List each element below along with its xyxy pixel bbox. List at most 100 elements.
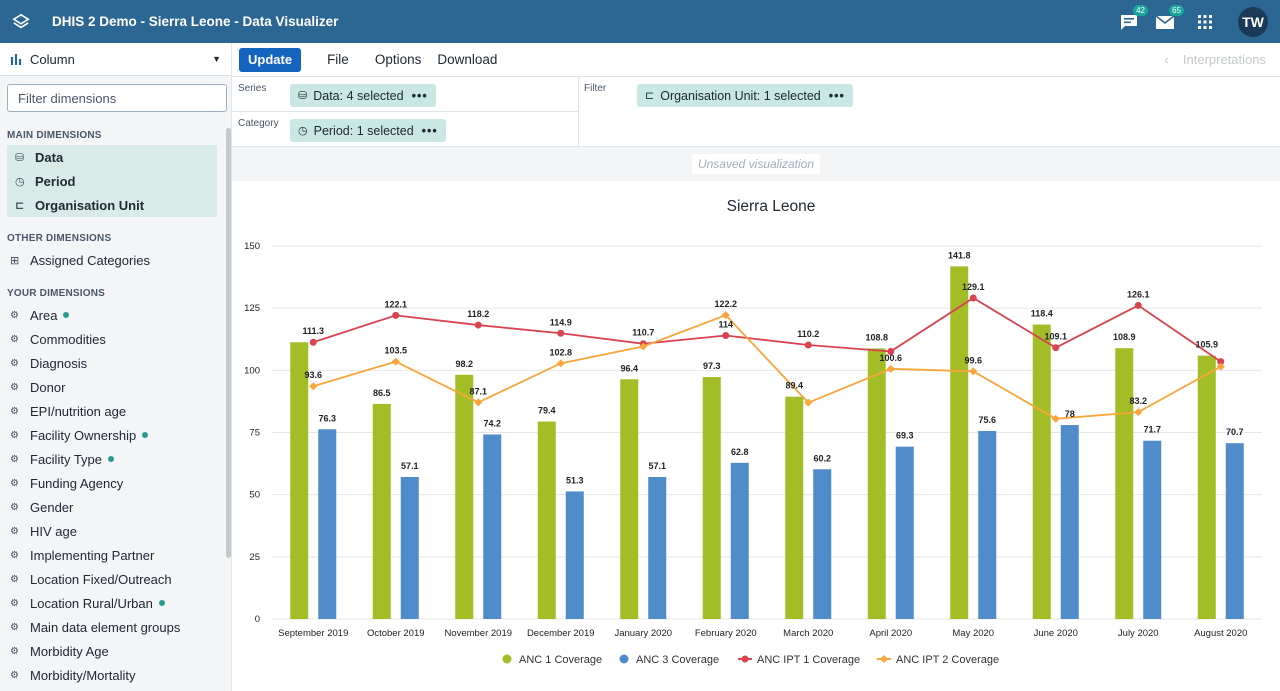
y-tick-label: 150 <box>244 241 260 252</box>
orgunit-chip-label: Organisation Unit: 1 selected <box>660 88 821 103</box>
point-anc-ipt-2-coverage <box>969 367 978 376</box>
visualization-type-selector[interactable]: Column ▼ <box>0 43 231 76</box>
bar-anc-1-coverage <box>785 396 804 619</box>
dhis2-logo-icon[interactable] <box>12 13 30 31</box>
sidebar-item-main-data-element-groups[interactable]: ⚙ Main data element groups <box>0 615 231 639</box>
update-button[interactable]: Update <box>239 47 302 72</box>
x-tick-label: April 2020 <box>869 628 912 639</box>
category-grid-icon: ⊞ <box>10 254 20 267</box>
data-label: 93.6 <box>304 370 322 380</box>
options-menu[interactable]: Options <box>374 52 422 67</box>
sidebar-item-funding-agency[interactable]: ⚙ Funding Agency <box>0 471 231 495</box>
sidebar-item-label: Funding Agency <box>30 475 124 491</box>
legend-item-anc-3-coverage[interactable]: ANC 3 Coverage <box>619 654 720 666</box>
data-label: 57.1 <box>401 461 419 471</box>
data-chip[interactable]: ⛁ Data: 4 selected ••• <box>290 84 436 107</box>
data-label: 100.6 <box>879 353 902 363</box>
sidebar-item-period[interactable]: ◷ Period <box>7 169 217 193</box>
bar-anc-1-coverage <box>1115 348 1134 619</box>
data-label: 105.9 <box>1195 340 1218 350</box>
point-anc-ipt-2-coverage <box>1051 414 1060 423</box>
sidebar-item-label: Main data element groups <box>30 619 181 635</box>
other-dimensions-header: OTHER DIMENSIONS <box>7 233 112 244</box>
x-tick-label: January 2020 <box>614 628 672 639</box>
sidebar-item-implementing-partner[interactable]: ⚙ Implementing Partner <box>0 543 231 567</box>
sidebar-item-diagnosis[interactable]: ⚙ Diagnosis <box>0 351 231 375</box>
point-anc-ipt-1-coverage <box>1217 358 1225 366</box>
more-icon[interactable]: ••• <box>421 123 438 138</box>
sidebar-item-label: Location Rural/Urban <box>30 595 153 611</box>
sidebar-scrollbar[interactable] <box>226 128 231 558</box>
sidebar-item-commodities[interactable]: ⚙ Commodities <box>0 327 231 351</box>
sidebar-item-label: Location Fixed/Outreach <box>30 571 172 587</box>
period-chip[interactable]: ◷ Period: 1 selected ••• <box>290 119 446 142</box>
sidebar-item-epi-nutrition-age[interactable]: ⚙ EPI/nutrition age <box>0 399 231 423</box>
point-anc-ipt-1-coverage <box>887 347 895 355</box>
more-icon[interactable]: ••• <box>411 88 428 103</box>
sidebar-item-morbidity-mortality[interactable]: ⚙ Morbidity/Mortality <box>0 663 231 687</box>
data-label: 103.5 <box>384 346 407 356</box>
app-title: DHIS 2 Demo - Sierra Leone - Data Visual… <box>52 14 339 29</box>
data-label: 78 <box>1065 409 1075 419</box>
legend-item-anc-1-coverage[interactable]: ANC 1 Coverage <box>502 654 603 666</box>
download-menu[interactable]: Download <box>437 52 498 67</box>
more-icon[interactable]: ••• <box>828 88 845 103</box>
sidebar-item-label: Implementing Partner <box>30 547 155 563</box>
sidebar-item-morbidity-age[interactable]: ⚙ Morbidity Age <box>0 639 231 663</box>
bar-anc-1-coverage <box>702 377 721 619</box>
point-anc-ipt-2-coverage <box>886 364 895 373</box>
sidebar-item-location-fixed-outreach[interactable]: ⚙ Location Fixed/Outreach <box>0 567 231 591</box>
sidebar-item-label: HIV age <box>30 523 77 539</box>
sidebar-item-area[interactable]: ⚙ Area <box>0 303 231 327</box>
interpretations-mail-button[interactable]: 65 <box>1154 4 1184 33</box>
x-tick-label: November 2019 <box>444 628 512 639</box>
bar-anc-1-coverage <box>455 374 474 619</box>
legend-label: ANC 3 Coverage <box>636 654 719 666</box>
sidebar-item-organisation-unit[interactable]: ⊏ Organisation Unit <box>7 193 217 217</box>
sidebar-item-assigned-categories[interactable]: ⊞ Assigned Categories <box>0 248 231 272</box>
file-menu[interactable]: File <box>327 52 349 67</box>
legend-label: ANC IPT 1 Coverage <box>757 654 860 666</box>
sidebar-item-label: Donor <box>30 379 66 395</box>
point-anc-ipt-2-coverage <box>474 398 483 407</box>
interpretations-toggle[interactable]: ‹ Interpretations <box>1165 52 1266 67</box>
point-anc-ipt-1-coverage <box>557 329 565 337</box>
user-avatar[interactable]: TW <box>1238 6 1268 37</box>
sidebar-item-gender[interactable]: ⚙ Gender <box>0 495 231 519</box>
data-label: 96.4 <box>620 363 638 373</box>
bar-anc-3-coverage <box>1060 425 1079 619</box>
dimension-group-icon: ⚙ <box>10 645 19 657</box>
sidebar-item-label: Diagnosis <box>30 355 88 371</box>
y-tick-label: 125 <box>244 303 260 314</box>
orgunit-chip[interactable]: ⊏ Organisation Unit: 1 selected ••• <box>637 84 853 107</box>
caret-down-icon: ▼ <box>212 54 221 64</box>
point-anc-ipt-1-coverage <box>804 341 812 349</box>
legend-item-anc-ipt-1-coverage[interactable]: ANC IPT 1 Coverage <box>738 654 860 666</box>
data-label: 97.3 <box>703 361 721 371</box>
filter-dimensions-input[interactable]: Filter dimensions <box>7 84 227 112</box>
sidebar-item-facility-type[interactable]: ⚙ Facility Type <box>0 447 231 471</box>
sidebar-item-donor[interactable]: ⚙ Donor <box>0 375 231 399</box>
bar-anc-1-coverage <box>537 421 556 619</box>
sidebar-item-facility-ownership[interactable]: ⚙ Facility Ownership <box>0 423 231 447</box>
data-label: 122.2 <box>714 299 737 309</box>
sidebar-item-label: Gender <box>30 499 74 515</box>
legend-label: ANC IPT 2 Coverage <box>896 654 999 666</box>
point-anc-ipt-1-coverage <box>969 294 977 302</box>
messages-button[interactable]: 42 <box>1118 4 1148 33</box>
sidebar-item-label: Data <box>35 149 64 165</box>
sidebar-item-location-rural-urban[interactable]: ⚙ Location Rural/Urban <box>0 591 231 615</box>
data-label: 102.8 <box>549 347 572 357</box>
dimension-group-icon: ⚙ <box>10 621 19 633</box>
dimension-group-icon: ⚙ <box>10 357 19 369</box>
data-icon: ⛁ <box>15 151 25 164</box>
legend-item-anc-ipt-2-coverage[interactable]: ANC IPT 2 Coverage <box>877 654 999 666</box>
apps-menu-button[interactable] <box>1194 11 1216 33</box>
sidebar-item-hiv-age[interactable]: ⚙ HIV age <box>0 519 231 543</box>
layout-area: Series Category Filter ⛁ Data: 4 selecte… <box>232 77 1280 147</box>
sidebar-item-data[interactable]: ⛁ Data <box>7 145 217 169</box>
data-label: 89.4 <box>785 381 803 391</box>
assigned-indicator-dot <box>108 456 115 462</box>
organisation-unit-icon: ⊏ <box>15 199 25 212</box>
x-tick-label: September 2019 <box>278 628 348 639</box>
